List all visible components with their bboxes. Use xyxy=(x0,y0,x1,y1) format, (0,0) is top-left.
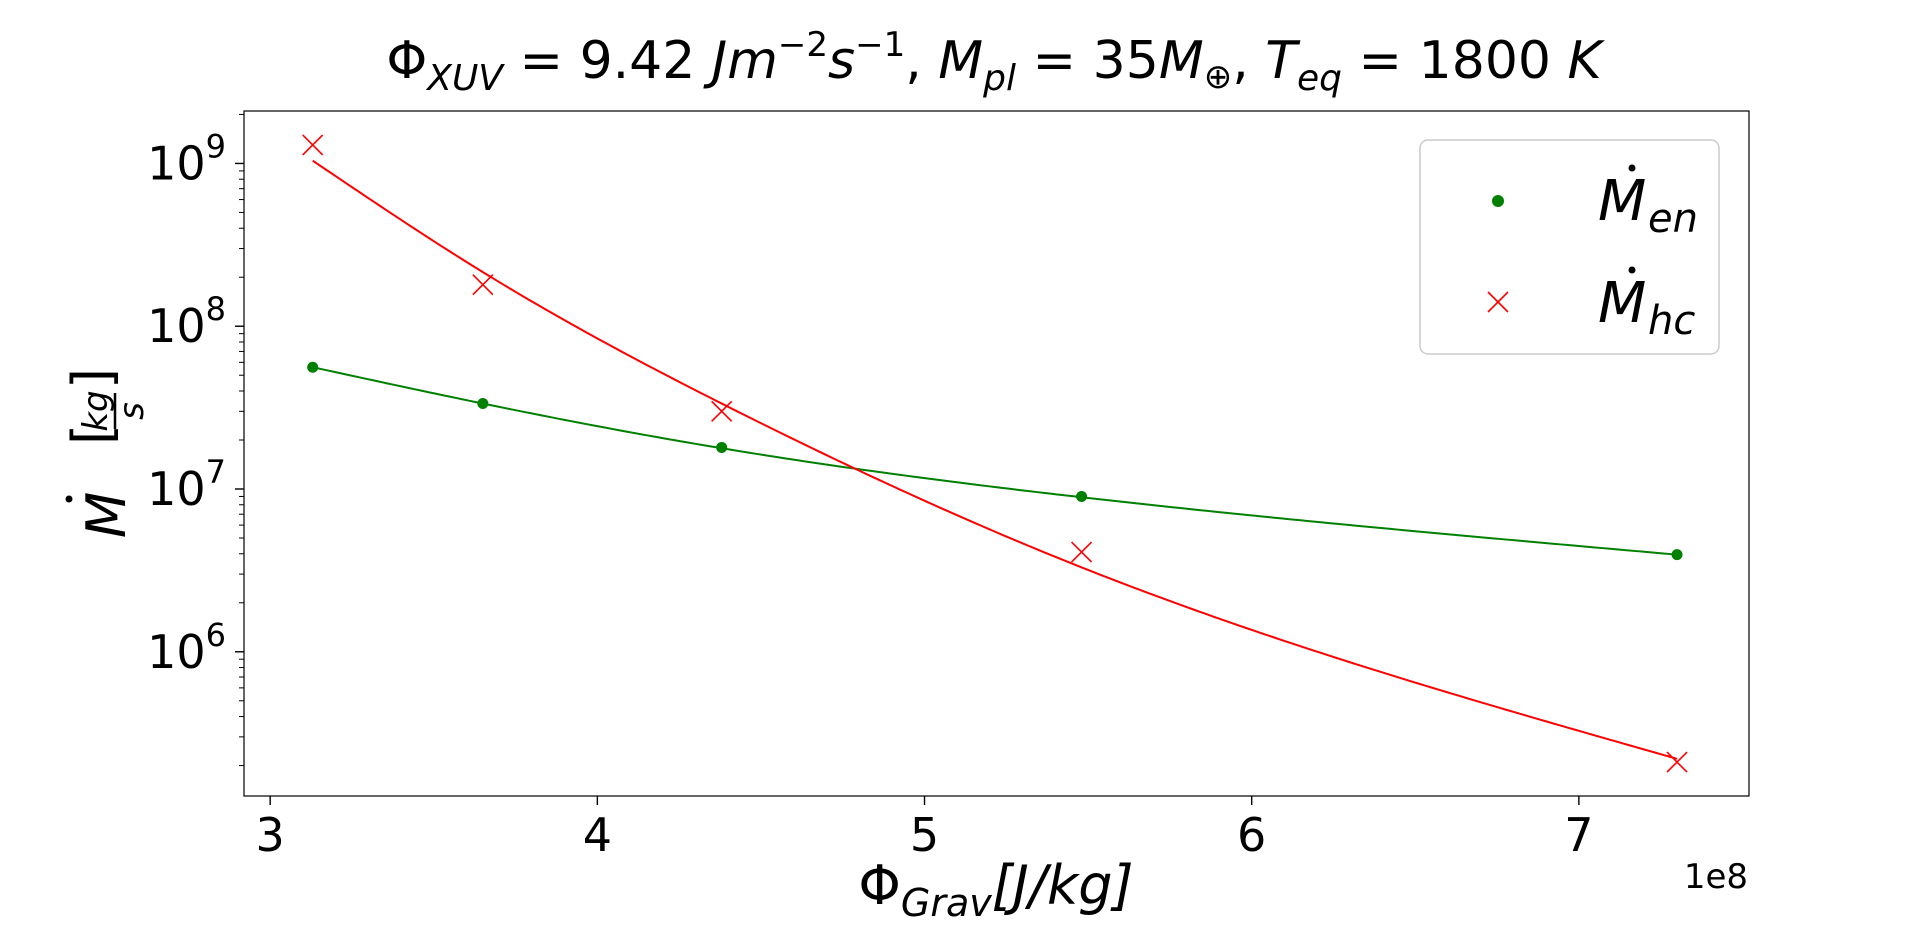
x-tick-label-3: 6 xyxy=(1237,808,1266,862)
point-en-1 xyxy=(477,398,489,410)
point-hc-2 xyxy=(711,400,733,422)
y-tick-label-0: 106 xyxy=(147,616,226,679)
y-tick-label-3: 109 xyxy=(147,127,226,190)
point-en-3 xyxy=(1076,490,1088,502)
svg-text:[: [ xyxy=(61,424,124,445)
svg-text:M: M xyxy=(1598,271,1646,336)
y-axis: 106 107 108 109 xyxy=(147,113,244,767)
svg-text:]: ] xyxy=(61,368,124,389)
svg-text:kg: kg xyxy=(76,390,116,431)
x-tick-label-1: 4 xyxy=(583,808,612,862)
point-en-2 xyxy=(716,441,728,453)
legend-label-en: M en xyxy=(1598,164,1698,242)
svg-text:M: M xyxy=(1598,169,1646,234)
x-tick-label-2: 5 xyxy=(910,808,939,862)
x-tick-label-4: 7 xyxy=(1564,808,1593,862)
fit-line-en xyxy=(312,366,1678,556)
point-en-0 xyxy=(307,361,319,373)
chart-title: ΦXUV = 9.42 Jm−2s−1, Mpl = 35M⊕, Teq = 1… xyxy=(386,25,1605,99)
y-tick-label-1: 107 xyxy=(147,453,226,516)
point-en-4 xyxy=(1671,549,1683,561)
legend-marker-en xyxy=(1492,195,1504,207)
x-tick-label-0: 3 xyxy=(256,808,285,862)
x-axis-label: ΦGrav[J/kg] xyxy=(858,854,1133,925)
x-offset-label: 1e8 xyxy=(1684,857,1748,897)
legend-box xyxy=(1419,139,1720,355)
y-tick-label-2: 108 xyxy=(147,290,226,353)
svg-text:en: en xyxy=(1648,196,1698,242)
point-hc-3 xyxy=(1070,541,1093,563)
x-axis: 3 4 5 6 7 xyxy=(256,796,1594,862)
svg-text:s: s xyxy=(112,402,152,420)
svg-text:M: M xyxy=(75,492,138,539)
svg-text:hc: hc xyxy=(1648,298,1695,344)
y-axis-label: M [ kg s ] xyxy=(61,368,152,538)
legend: M en M hc xyxy=(1419,139,1720,355)
point-hc-4 xyxy=(1666,751,1688,773)
fit-line-hc xyxy=(312,159,1678,760)
point-hc-1 xyxy=(472,274,494,296)
legend-marker-hc xyxy=(1487,291,1509,313)
plot-area xyxy=(243,110,1750,797)
point-hc-0 xyxy=(302,134,324,156)
legend-label-hc: M hc xyxy=(1598,266,1695,344)
